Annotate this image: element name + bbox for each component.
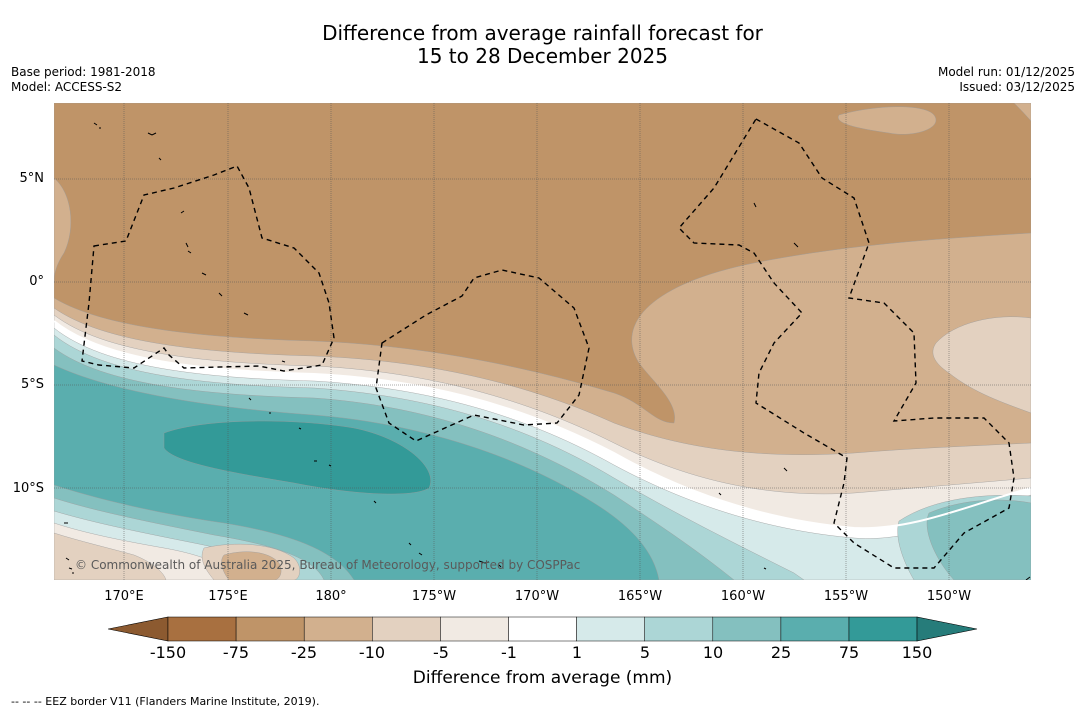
title-line-1: Difference from average rainfall forecas… — [322, 21, 763, 45]
lon-label-155w: 155°W — [823, 589, 869, 604]
zone-dry-25-ne — [1013, 103, 1031, 122]
zone-dry-25-west — [54, 177, 72, 284]
lat-label-5n: 5°N — [19, 171, 45, 186]
lon-label-170e: 170°E — [104, 589, 144, 604]
base-period: Base period: 1981-2018 — [11, 65, 156, 79]
eez-border-phoenix — [375, 269, 590, 442]
lat-label-10s: 10°S — [12, 481, 44, 496]
lon-label-160w: 160°W — [720, 589, 766, 604]
copyright: © Commonwealth of Australia 2025, Bureau… — [75, 558, 581, 572]
lon-label-170w: 170°W — [514, 589, 560, 604]
colorbar-segment — [848, 616, 918, 642]
meta-right: Model run: 01/12/2025 Issued: 03/12/2025 — [938, 65, 1075, 95]
colorbar-segment — [303, 616, 373, 642]
colorbar-tick: -10 — [358, 643, 386, 662]
colorbar-tick: -1 — [501, 643, 517, 662]
colorbar-segment — [712, 616, 782, 642]
eez-border-kiribati-gilbert — [81, 165, 335, 372]
colorbar-segments — [167, 616, 918, 642]
colorbar-tick: -5 — [433, 643, 449, 662]
lon-label-175e: 175°E — [208, 589, 248, 604]
colorbar-segment — [576, 616, 645, 642]
zone-dry-25-sw — [221, 551, 282, 580]
colorbar-tick: -150 — [149, 643, 187, 662]
colorbar-segment — [235, 616, 305, 642]
lon-label-175w: 175°W — [411, 589, 457, 604]
model-run: Model run: 01/12/2025 — [937, 65, 1075, 79]
colorbar-tick: -25 — [290, 643, 318, 662]
zone-dry-10-east — [932, 316, 1031, 414]
lon-label-180: 180° — [315, 589, 347, 604]
model-name: Model: ACCESS-S2 — [11, 80, 123, 94]
colorbar-tick: 75 — [838, 643, 860, 662]
colorbar-high-arrow — [916, 616, 978, 642]
zone-dry-25-north — [838, 106, 937, 135]
colorbar-segment — [372, 616, 441, 642]
lon-label-150w: 150°W — [926, 589, 972, 604]
colorbar-segment — [167, 616, 237, 642]
colorbar-tick: 1 — [571, 643, 583, 662]
zone-wet-25-east — [926, 499, 1031, 580]
map-gridlines — [54, 103, 1031, 580]
lat-label-5s: 5°S — [20, 377, 44, 392]
eez-footnote: -- -- -- EEZ border V11 (Flanders Marine… — [11, 695, 320, 708]
colorbar-segment — [780, 616, 850, 642]
colorbar-low-arrow — [108, 616, 169, 642]
lon-label-165w: 165°W — [617, 589, 663, 604]
eez-border-line — [678, 118, 1015, 569]
zone-dry-10-sw — [54, 532, 167, 580]
colorbar-tick: 10 — [702, 643, 724, 662]
title-line-2: 15 to 28 December 2025 — [416, 44, 668, 68]
colorbar-segment — [644, 616, 714, 642]
issued-date: Issued: 03/12/2025 — [959, 80, 1075, 94]
colorbar-segment — [508, 616, 577, 642]
colorbar-tick: 25 — [770, 643, 792, 662]
islands — [64, 122, 1031, 580]
colorbar-tick: -75 — [222, 643, 250, 662]
eez-borders — [81, 118, 1015, 569]
colorbar-tick: 5 — [639, 643, 651, 662]
map-title: Difference from average rainfall forecas… — [0, 22, 1085, 68]
colorbar-segment — [440, 616, 509, 642]
rainfall-map — [54, 103, 1031, 580]
colorbar — [108, 616, 978, 642]
lat-label-0: 0° — [29, 274, 44, 289]
colorbar-tick: 150 — [901, 643, 933, 662]
colorbar-label: Difference from average (mm) — [412, 668, 673, 688]
meta-left: Base period: 1981-2018 Model: ACCESS-S2 — [11, 65, 156, 95]
